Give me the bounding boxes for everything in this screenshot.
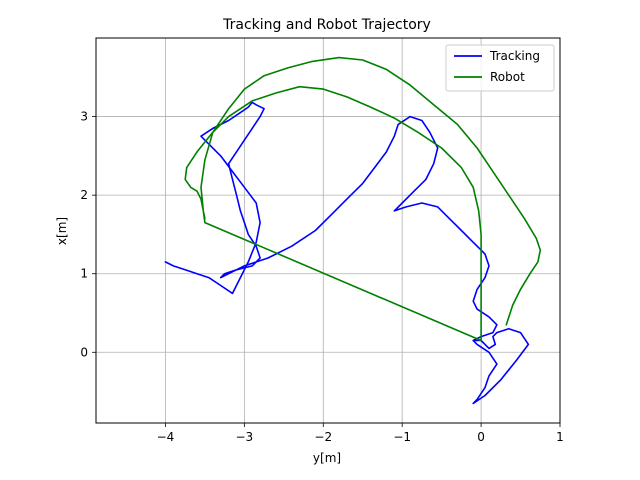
y-tick-label: 3 bbox=[80, 110, 88, 124]
y-tick-label: 0 bbox=[80, 345, 88, 359]
legend-label-tracking: Tracking bbox=[489, 49, 540, 63]
x-tick-label: −4 bbox=[157, 430, 175, 444]
x-tick-label: −1 bbox=[393, 430, 411, 444]
legend-label-robot: Robot bbox=[490, 70, 525, 84]
x-axis-title: y[m] bbox=[313, 451, 341, 465]
y-tick-label: 2 bbox=[80, 188, 88, 202]
x-tick-label: −2 bbox=[314, 430, 332, 444]
series-line-tracking bbox=[164, 101, 530, 405]
y-axis-title: x[m] bbox=[55, 217, 69, 245]
series-line-robot bbox=[184, 56, 542, 342]
x-tick-label: 1 bbox=[556, 430, 564, 444]
series-layer bbox=[164, 56, 542, 405]
grid bbox=[96, 38, 561, 423]
x-tick-label: −3 bbox=[236, 430, 254, 444]
ticks: −4 −3 −2 −1 0 1 0 1 2 3 bbox=[80, 110, 563, 444]
plot-frame bbox=[95, 37, 561, 424]
chart-title: Tracking and Robot Trajectory bbox=[222, 17, 431, 33]
y-tick-label: 1 bbox=[80, 267, 88, 281]
legend: Tracking Robot bbox=[445, 44, 555, 92]
x-tick-label: 0 bbox=[477, 430, 485, 444]
